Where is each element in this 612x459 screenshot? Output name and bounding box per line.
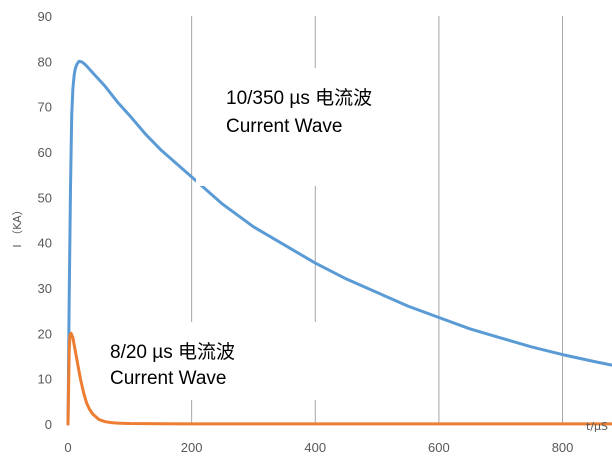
y-tick-label-20: 20 — [38, 326, 52, 341]
y-tick-label-10: 10 — [38, 372, 52, 387]
annotation-background — [96, 322, 328, 400]
y-tick-label-80: 80 — [38, 54, 52, 69]
annotation-2-line-1: 8/20 µs 电流波 — [110, 341, 235, 363]
series-lines — [66, 59, 612, 426]
y-tick-label-60: 60 — [38, 145, 52, 160]
annotations: 10/350 µs 电流波 Current Wave 8/20 µs 电流波 C… — [110, 87, 372, 389]
annotation-1-line-1: 10/350 µs 电流波 — [226, 87, 372, 109]
tick-labels: 0 10 20 30 40 50 60 70 80 90 0 200 400 600 800 — [38, 9, 574, 455]
annotation-backgrounds — [96, 68, 418, 400]
annotation-1-line-2: Current Wave — [226, 116, 343, 137]
y-tick-label-30: 30 — [38, 281, 52, 296]
annotation-background — [196, 68, 418, 186]
series-line-1 — [66, 59, 612, 426]
x-tick-label-400: 400 — [304, 440, 326, 455]
y-tick-label-70: 70 — [38, 100, 52, 115]
y-tick-label-90: 90 — [38, 9, 52, 24]
x-axis-title: t/µS — [586, 420, 608, 433]
series-line-2 — [66, 331, 612, 426]
x-tick-label-0: 0 — [64, 440, 71, 455]
y-tick-label-50: 50 — [38, 190, 52, 205]
y-axis-title: I （KA） — [11, 204, 24, 247]
annotation-2-line-2: Current Wave — [110, 368, 227, 389]
x-tick-label-600: 600 — [428, 440, 450, 455]
y-tick-label-40: 40 — [38, 236, 52, 251]
x-tick-label-800: 800 — [552, 440, 574, 455]
x-tick-label-200: 200 — [181, 440, 203, 455]
y-tick-label-0: 0 — [45, 417, 52, 432]
